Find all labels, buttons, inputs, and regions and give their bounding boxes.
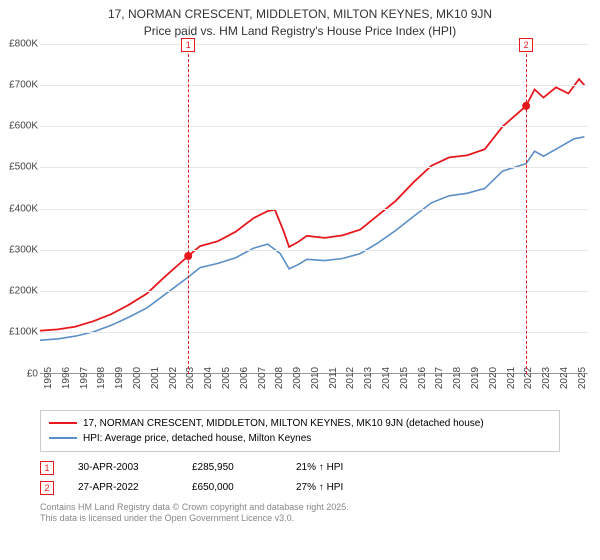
event-price: £650,000 — [192, 482, 272, 493]
x-axis-label: 1996 — [61, 366, 72, 388]
x-axis-label: 2016 — [417, 366, 428, 388]
x-axis-label: 2022 — [523, 366, 534, 388]
x-axis-label: 2001 — [150, 366, 161, 388]
x-axis-label: 2012 — [345, 366, 356, 388]
gridline — [40, 250, 588, 251]
plot-area: £0£100K£200K£300K£400K£500K£600K£700K£80… — [40, 44, 588, 374]
legend-row: HPI: Average price, detached house, Milt… — [49, 431, 551, 446]
y-axis-label: £0 — [0, 368, 38, 379]
x-axis-label: 2015 — [399, 366, 410, 388]
event-date: 27-APR-2022 — [78, 482, 168, 493]
title-address: 17, NORMAN CRESCENT, MIDDLETON, MILTON K… — [10, 6, 590, 23]
y-axis-label: £600K — [0, 121, 38, 132]
legend-box: 17, NORMAN CRESCENT, MIDDLETON, MILTON K… — [40, 410, 560, 452]
x-axis-label: 2006 — [239, 366, 250, 388]
x-axis-label: 2005 — [221, 366, 232, 388]
gridline — [40, 291, 588, 292]
x-axis-label: 1998 — [96, 366, 107, 388]
event-price: £285,950 — [192, 462, 272, 473]
event-marker-box: 2 — [40, 481, 54, 495]
legend-row: 17, NORMAN CRESCENT, MIDDLETON, MILTON K… — [49, 416, 551, 431]
x-axis-label: 2003 — [185, 366, 196, 388]
y-axis-label: £200K — [0, 286, 38, 297]
x-axis-label: 1999 — [114, 366, 125, 388]
x-axis-label: 2018 — [452, 366, 463, 388]
series-line-property — [40, 79, 584, 331]
marker-line — [188, 44, 189, 374]
gridline — [40, 209, 588, 210]
gridline — [40, 332, 588, 333]
x-axis-label: 2023 — [541, 366, 552, 388]
y-axis-label: £800K — [0, 38, 38, 49]
gridline — [40, 85, 588, 86]
x-axis-label: 1995 — [43, 366, 54, 388]
event-delta: 21% ↑ HPI — [296, 462, 386, 473]
x-axis-label: 2011 — [328, 367, 339, 389]
x-axis-label: 2019 — [470, 366, 481, 388]
marker-box: 2 — [519, 38, 533, 52]
x-axis-label: 2020 — [488, 366, 499, 388]
x-axis-label: 2008 — [274, 366, 285, 388]
legend-swatch — [49, 437, 77, 439]
gridline — [40, 44, 588, 45]
x-axis-label: 2017 — [434, 366, 445, 388]
x-axis-label: 2000 — [132, 366, 143, 388]
x-axis-label: 2004 — [203, 366, 214, 388]
y-axis-label: £100K — [0, 327, 38, 338]
gridline — [40, 167, 588, 168]
events-table: 1 30-APR-2003 £285,950 21% ↑ HPI 2 27-APR-202… — [40, 458, 560, 498]
legend-label: 17, NORMAN CRESCENT, MIDDLETON, MILTON K… — [83, 418, 484, 429]
event-date: 30-APR-2003 — [78, 462, 168, 473]
y-axis-label: £300K — [0, 244, 38, 255]
title-block: 17, NORMAN CRESCENT, MIDDLETON, MILTON K… — [0, 0, 600, 44]
y-axis-label: £400K — [0, 203, 38, 214]
footer-line2: This data is licensed under the Open Gov… — [40, 513, 560, 525]
y-axis-label: £700K — [0, 79, 38, 90]
footer: Contains HM Land Registry data © Crown c… — [40, 502, 560, 525]
x-axis-label: 2013 — [363, 366, 374, 388]
x-axis-label: 2025 — [577, 366, 588, 388]
x-axis-label: 2009 — [292, 366, 303, 388]
footer-line1: Contains HM Land Registry data © Crown c… — [40, 502, 560, 514]
event-delta: 27% ↑ HPI — [296, 482, 386, 493]
y-axis-label: £500K — [0, 162, 38, 173]
event-marker-box: 1 — [40, 461, 54, 475]
event-row: 1 30-APR-2003 £285,950 21% ↑ HPI — [40, 458, 560, 478]
legend-label: HPI: Average price, detached house, Milt… — [83, 433, 311, 444]
gridline — [40, 126, 588, 127]
marker-box: 1 — [181, 38, 195, 52]
legend-swatch — [49, 422, 77, 424]
x-axis-label: 2010 — [310, 366, 321, 388]
x-axis-label: 1997 — [79, 366, 90, 388]
x-axis-label: 2024 — [559, 366, 570, 388]
event-row: 2 27-APR-2022 £650,000 27% ↑ HPI — [40, 478, 560, 498]
x-axis-label: 2021 — [506, 366, 517, 388]
marker-line — [526, 44, 527, 374]
x-axis-label: 2002 — [168, 366, 179, 388]
x-axis-label: 2007 — [257, 366, 268, 388]
x-axis-label: 2014 — [381, 366, 392, 388]
title-subtitle: Price paid vs. HM Land Registry's House … — [10, 23, 590, 40]
chart-area: £0£100K£200K£300K£400K£500K£600K£700K£80… — [0, 44, 600, 404]
chart-container: 17, NORMAN CRESCENT, MIDDLETON, MILTON K… — [0, 0, 600, 560]
